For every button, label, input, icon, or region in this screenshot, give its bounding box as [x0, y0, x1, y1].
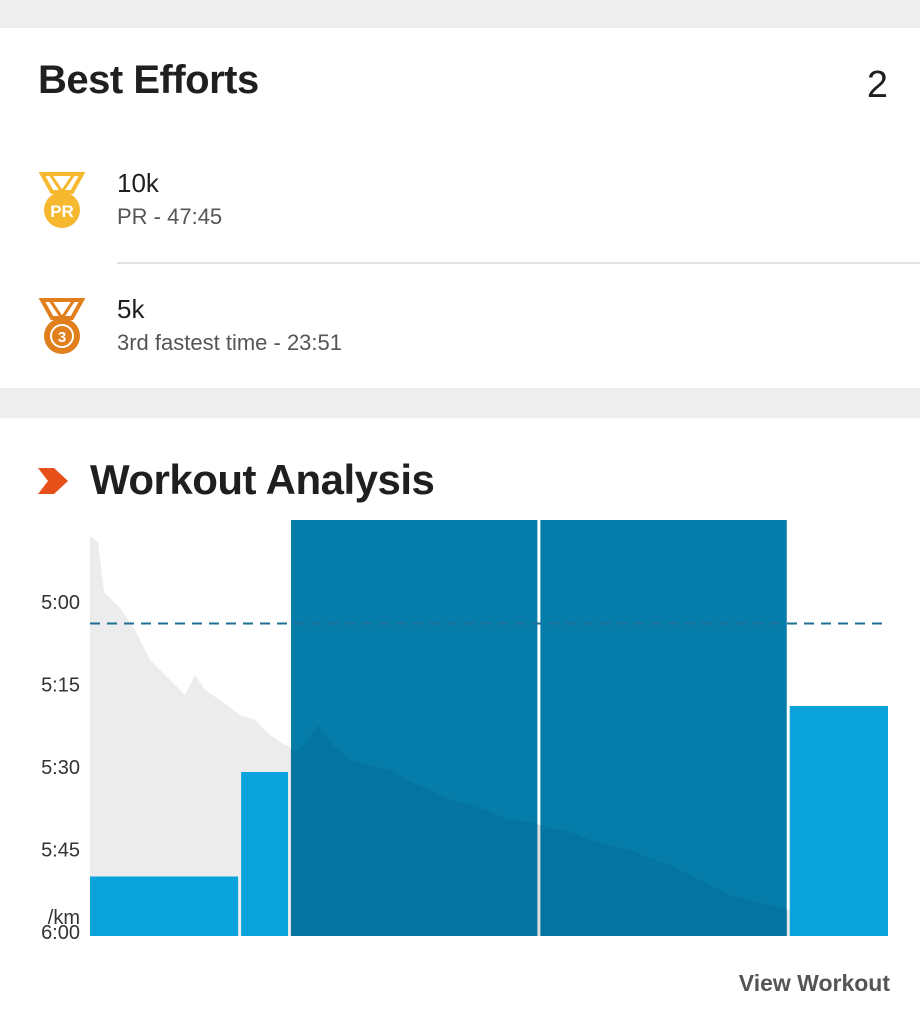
effort-subtitle: 3rd fastest time - 23:51 — [117, 330, 342, 355]
pace-bar — [789, 706, 888, 936]
effort-title: 5k — [117, 294, 145, 324]
y-tick-label: 5:00 — [41, 592, 80, 614]
svg-text:3: 3 — [58, 329, 66, 346]
pace-area — [90, 536, 888, 936]
bronze-medal-3-icon: 3 — [38, 298, 86, 354]
effort-title: 10k — [117, 168, 159, 198]
effort-row-5k[interactable]: 3 5k 3rd fastest time - 23:51 — [0, 266, 920, 392]
y-tick-label: 5:15 — [41, 675, 80, 697]
y-tick-label: 6:00 — [41, 922, 80, 944]
top-band — [0, 0, 920, 28]
y-tick-label: 5:30 — [41, 757, 80, 779]
y-tick-label: 5:45 — [41, 840, 80, 862]
pace-chart: 5:00 5:15 5:30 5:45 6:00/km — [41, 520, 888, 944]
pace-area-overlay — [290, 725, 788, 936]
pace-bar — [90, 876, 239, 936]
effort-subtitle: PR - 47:45 — [117, 204, 223, 229]
best-efforts-card: Best Efforts 2 — [0, 28, 920, 388]
chevron-right-icon — [38, 468, 68, 494]
svg-text:PR: PR — [50, 202, 74, 221]
pace-bar — [241, 772, 288, 936]
best-efforts-title: Best Efforts — [38, 58, 259, 102]
y-unit-label: /km — [48, 907, 80, 929]
pr-medal-icon: PR — [38, 172, 86, 228]
effort-row-10k[interactable]: PR 10k PR - 47:45 — [0, 140, 920, 266]
section-divider-band — [0, 388, 920, 418]
effort-divider — [117, 262, 920, 264]
pace-bar — [540, 520, 787, 936]
pace-bar — [291, 520, 538, 936]
best-efforts-count: 2 — [866, 64, 888, 106]
workout-analysis-title: Workout Analysis — [90, 456, 435, 503]
view-workout-link[interactable]: View Workout — [738, 970, 890, 996]
